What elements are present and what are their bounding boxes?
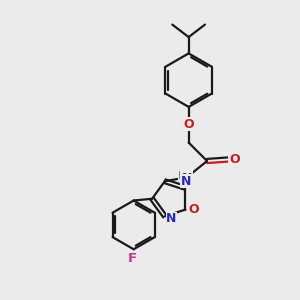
Text: H: H	[178, 171, 185, 181]
Text: N: N	[182, 172, 192, 185]
Text: N: N	[166, 212, 176, 225]
Text: O: O	[183, 118, 194, 130]
Text: N: N	[181, 175, 191, 188]
Text: F: F	[128, 252, 137, 265]
Text: O: O	[188, 203, 199, 216]
Text: O: O	[229, 153, 240, 166]
